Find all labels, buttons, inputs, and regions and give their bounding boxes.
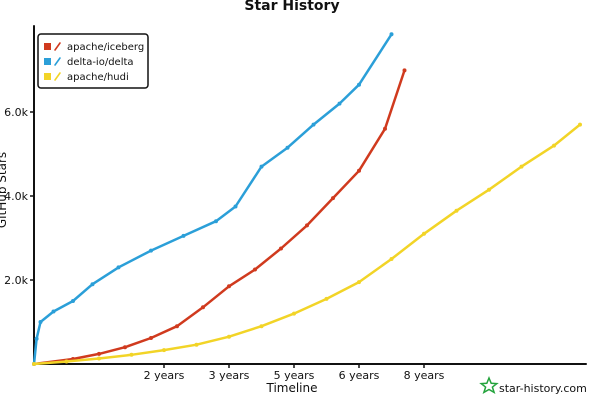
- legend-label: delta-io/delta: [67, 57, 134, 68]
- data-point: [292, 311, 296, 316]
- data-point: [357, 280, 361, 285]
- data-point: [402, 68, 407, 73]
- x-axis-label: Timeline: [265, 381, 317, 395]
- data-point: [38, 320, 43, 324]
- y-axis-label: GitHub Stars: [0, 152, 9, 228]
- data-point: [32, 362, 36, 366]
- legend-mark-icon: [54, 57, 61, 66]
- data-point: [389, 32, 394, 37]
- data-point: [487, 187, 491, 192]
- data-point: [116, 265, 121, 270]
- data-point: [233, 204, 238, 209]
- series-delta-io-delta: [32, 32, 394, 366]
- series-line: [32, 123, 582, 366]
- data-point: [149, 248, 153, 253]
- data-point: [64, 359, 69, 364]
- data-point: [389, 257, 394, 261]
- legend-item[interactable]: delta-io/delta: [44, 57, 134, 68]
- data-point: [97, 351, 101, 356]
- y-tick-label: 4.0k: [4, 190, 28, 203]
- data-point: [51, 309, 56, 314]
- legend: apache/iceberg delta-io/delta apache/hudi: [37, 33, 149, 89]
- data-point: [149, 336, 153, 340]
- legend-item[interactable]: apache/iceberg: [44, 42, 144, 53]
- data-point: [331, 196, 335, 201]
- brand-label: star-history.com: [499, 382, 587, 395]
- data-point: [123, 345, 127, 350]
- data-point: [194, 342, 199, 347]
- data-point: [311, 122, 316, 127]
- legend-box: [37, 33, 149, 89]
- x-tick-label: 3 years: [209, 369, 250, 382]
- x-tick-label: 2 years: [144, 369, 185, 382]
- data-point: [90, 282, 95, 287]
- x-tick-label: 8 years: [404, 369, 445, 382]
- series-apache-hudi: [32, 122, 582, 366]
- data-point: [259, 164, 264, 169]
- y-tick-label: 2.0k: [4, 274, 28, 287]
- x-tick-label: 6 years: [339, 369, 380, 382]
- legend-swatch: [44, 73, 51, 80]
- data-point: [454, 208, 459, 213]
- data-point: [162, 348, 166, 353]
- data-point: [324, 296, 329, 301]
- data-point: [279, 246, 283, 251]
- y-tick-label: 6.0k: [4, 106, 28, 119]
- legend-mark-icon: [54, 42, 61, 51]
- data-point: [71, 299, 75, 303]
- axes: 2.0k 4.0k 6.0k 2 years 3 years 5 years 6 years…: [4, 25, 587, 382]
- legend-swatch: [44, 58, 51, 65]
- data-point: [253, 267, 257, 272]
- data-point: [175, 324, 179, 329]
- data-point: [259, 324, 264, 329]
- data-point: [129, 352, 134, 357]
- brand-watermark[interactable]: star-history.com: [479, 376, 587, 395]
- data-point: [214, 219, 218, 224]
- series-apache-iceberg: [32, 68, 407, 366]
- legend-label: apache/iceberg: [67, 42, 144, 53]
- data-point: [422, 231, 426, 236]
- legend-mark-icon: [54, 72, 61, 81]
- data-point: [201, 305, 205, 310]
- data-point: [357, 82, 361, 87]
- data-point: [337, 101, 342, 106]
- y-axis-label-group: GitHub Stars: [0, 152, 9, 228]
- star-icon: [479, 376, 499, 395]
- x-tick-label: 5 years: [274, 369, 315, 382]
- data-point: [357, 168, 361, 173]
- data-point: [285, 145, 290, 150]
- data-point: [227, 284, 231, 289]
- data-point: [34, 336, 39, 341]
- data-point: [305, 223, 309, 228]
- legend-item[interactable]: apache/hudi: [44, 72, 129, 83]
- chart-title: Star History: [244, 0, 339, 14]
- data-point: [519, 164, 524, 169]
- data-point: [552, 143, 556, 148]
- legend-label: apache/hudi: [67, 72, 129, 83]
- data-point: [97, 356, 101, 361]
- series-layer: [32, 32, 582, 366]
- data-point: [383, 126, 387, 131]
- data-point: [181, 233, 186, 238]
- data-point: [578, 122, 582, 127]
- legend-swatch: [44, 43, 51, 50]
- data-point: [227, 334, 231, 339]
